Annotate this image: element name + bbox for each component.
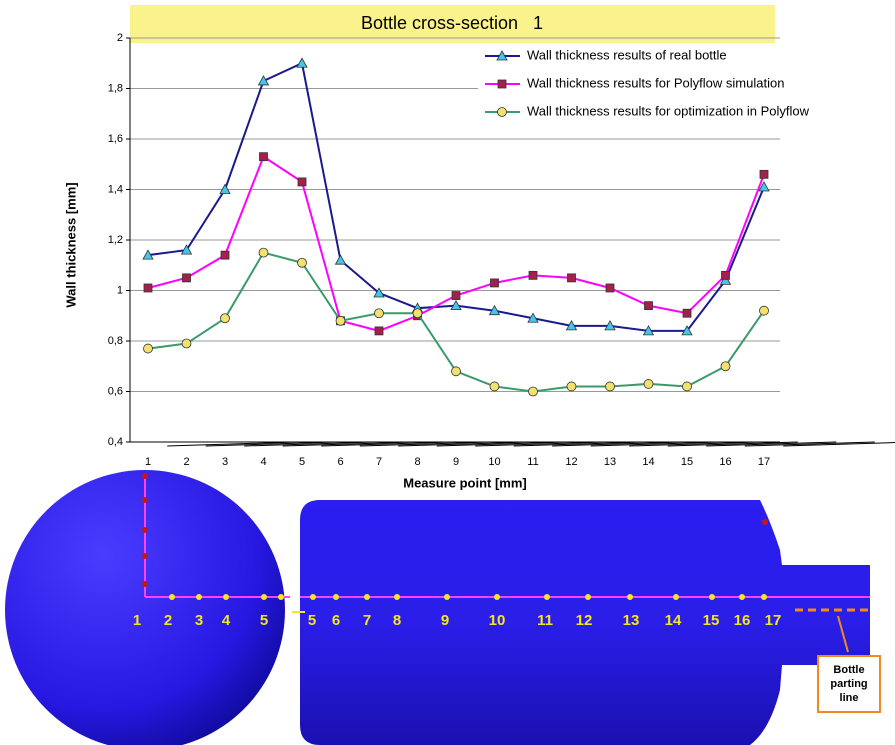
marker bbox=[259, 76, 269, 85]
point-label: 15 bbox=[703, 612, 720, 629]
x-tick-label: 16 bbox=[719, 456, 731, 468]
marker bbox=[722, 271, 730, 279]
x-tick-label: 1 bbox=[145, 456, 151, 468]
y-tick-label: 0,8 bbox=[108, 335, 123, 347]
x-tick-label: 15 bbox=[681, 456, 693, 468]
marker bbox=[298, 178, 306, 186]
marker bbox=[336, 255, 346, 264]
x-tick-label: 13 bbox=[604, 456, 616, 468]
x-tick-label: 14 bbox=[642, 456, 654, 468]
point-label: 3 bbox=[195, 612, 203, 629]
x-tick-label: 2 bbox=[183, 456, 189, 468]
callout-text: line bbox=[840, 692, 859, 704]
marker bbox=[375, 327, 383, 335]
marker bbox=[498, 108, 507, 117]
callout-text: parting bbox=[830, 678, 867, 690]
marker bbox=[606, 382, 615, 391]
x-tick-label: 7 bbox=[376, 456, 382, 468]
marker bbox=[413, 309, 422, 318]
point-label: 13 bbox=[623, 612, 640, 629]
marker bbox=[568, 274, 576, 282]
page: Bottle cross-section 1 Wall thickness [m… bbox=[0, 0, 895, 745]
marker bbox=[529, 387, 538, 396]
y-axis-title: Wall thickness [mm] bbox=[63, 182, 78, 307]
marker bbox=[606, 284, 614, 292]
x-tick-label: 6 bbox=[337, 456, 343, 468]
legend-label: Wall thickness results for optimization … bbox=[527, 103, 810, 118]
point-label: 2 bbox=[164, 612, 172, 629]
marker bbox=[144, 284, 152, 292]
marker bbox=[452, 292, 460, 300]
legend: Wall thickness results of real bottle Wal… bbox=[478, 44, 895, 124]
callout-text: Bottle bbox=[833, 664, 864, 676]
marker bbox=[183, 274, 191, 282]
point-label: 1 bbox=[133, 612, 141, 629]
marker bbox=[297, 58, 307, 67]
chart-title: Bottle cross-section 1 bbox=[361, 13, 543, 33]
point-label: 14 bbox=[665, 612, 682, 629]
legend-label: Wall thickness results for Polyflow simu… bbox=[527, 75, 784, 90]
marker bbox=[144, 344, 153, 353]
legend-label: Wall thickness results of real bottle bbox=[527, 47, 727, 62]
x-tick-label: 8 bbox=[414, 456, 420, 468]
marker bbox=[259, 248, 268, 257]
y-tick-label: 0,4 bbox=[108, 436, 123, 448]
marker bbox=[221, 251, 229, 259]
y-tick-label: 0,6 bbox=[108, 385, 123, 397]
x-tick-label: 9 bbox=[453, 456, 459, 468]
y-tick-label: 1,8 bbox=[108, 82, 123, 94]
marker bbox=[491, 279, 499, 287]
marker bbox=[260, 153, 268, 161]
x-tick-label: 4 bbox=[260, 456, 266, 468]
x-tick-label: 10 bbox=[488, 456, 500, 468]
x-tick-label: 3 bbox=[222, 456, 228, 468]
point-label: 9 bbox=[441, 612, 449, 629]
marker bbox=[375, 309, 384, 318]
x-axis-title: Measure point [mm] bbox=[403, 475, 527, 490]
marker bbox=[498, 80, 506, 88]
point-label: 8 bbox=[393, 612, 401, 629]
marker bbox=[760, 170, 768, 178]
marker bbox=[567, 382, 576, 391]
y-tick-label: 1,2 bbox=[108, 234, 123, 246]
point-label: 16 bbox=[734, 612, 751, 629]
point-label: 17 bbox=[765, 612, 782, 629]
x-tick-label: 12 bbox=[565, 456, 577, 468]
marker bbox=[182, 339, 191, 348]
y-tick-label: 2 bbox=[117, 32, 123, 44]
x-tick-label: 5 bbox=[299, 456, 305, 468]
x-tick-label: 17 bbox=[758, 456, 770, 468]
marker bbox=[644, 379, 653, 388]
point-label: 7 bbox=[363, 612, 371, 629]
marker bbox=[490, 382, 499, 391]
marker bbox=[298, 258, 307, 267]
point-label: 11 bbox=[537, 612, 553, 629]
marker bbox=[683, 309, 691, 317]
point-label: 5 bbox=[308, 612, 316, 629]
y-tick-label: 1 bbox=[117, 284, 123, 296]
marker bbox=[683, 382, 692, 391]
marker bbox=[645, 302, 653, 310]
x-tick-label: 11 bbox=[527, 456, 538, 468]
y-tick-label: 1,4 bbox=[108, 183, 123, 195]
marker bbox=[336, 316, 345, 325]
marker bbox=[221, 314, 230, 323]
marker bbox=[721, 362, 730, 371]
point-label: 4 bbox=[222, 612, 231, 629]
point-label: 10 bbox=[489, 612, 506, 629]
y-tick-label: 1,6 bbox=[108, 133, 123, 145]
marker bbox=[529, 271, 537, 279]
point-label: 5 bbox=[260, 612, 268, 629]
marker bbox=[452, 367, 461, 376]
point-label: 12 bbox=[576, 612, 593, 629]
marker bbox=[760, 306, 769, 315]
point-label: 6 bbox=[332, 612, 340, 629]
